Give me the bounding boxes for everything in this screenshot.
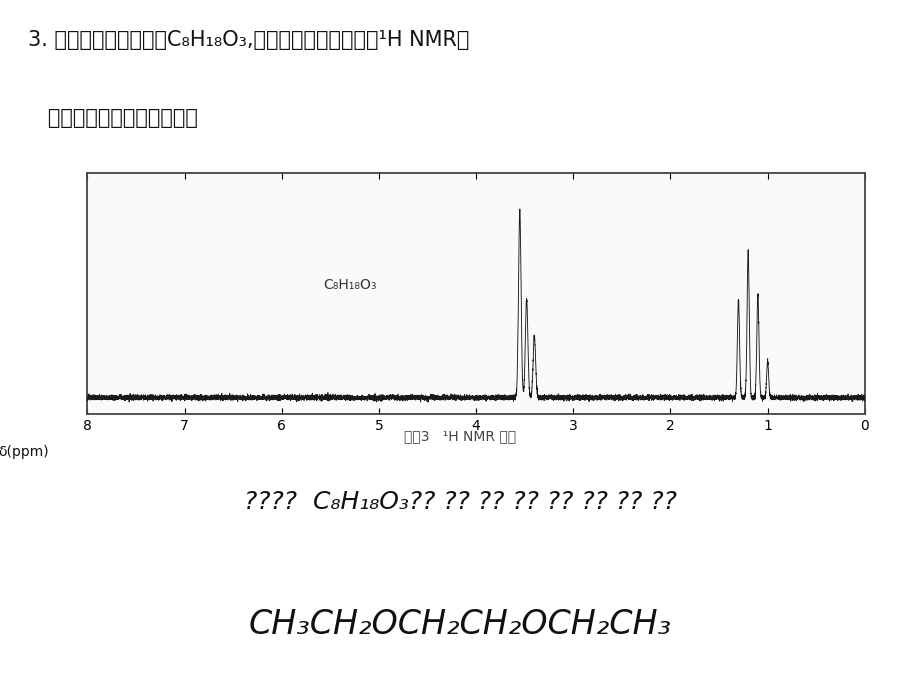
Text: C₈H₁₈O₃: C₈H₁₈O₃ — [323, 278, 376, 292]
Text: CH₃CH₂OCH₂CH₂OCH₂CH₃: CH₃CH₂OCH₂CH₂OCH₂CH₃ — [248, 608, 671, 641]
Text: 3. 一个有机溶剂分子式C₈H₁₈O₃,不与金属钠作用，它的¹H NMR谱: 3. 一个有机溶剂分子式C₈H₁₈O₃,不与金属钠作用，它的¹H NMR谱 — [28, 30, 469, 50]
Text: 习题3   ¹H NMR 谱图: 习题3 ¹H NMR 谱图 — [403, 428, 516, 443]
Text: ????  C₈H₁₈O₃?? ?? ?? ?? ?? ?? ?? ??: ???? C₈H₁₈O₃?? ?? ?? ?? ?? ?? ?? ?? — [244, 491, 675, 514]
Text: 图如下，写出它的结构式。: 图如下，写出它的结构式。 — [28, 108, 198, 128]
Text: δ(ppm): δ(ppm) — [0, 446, 49, 460]
